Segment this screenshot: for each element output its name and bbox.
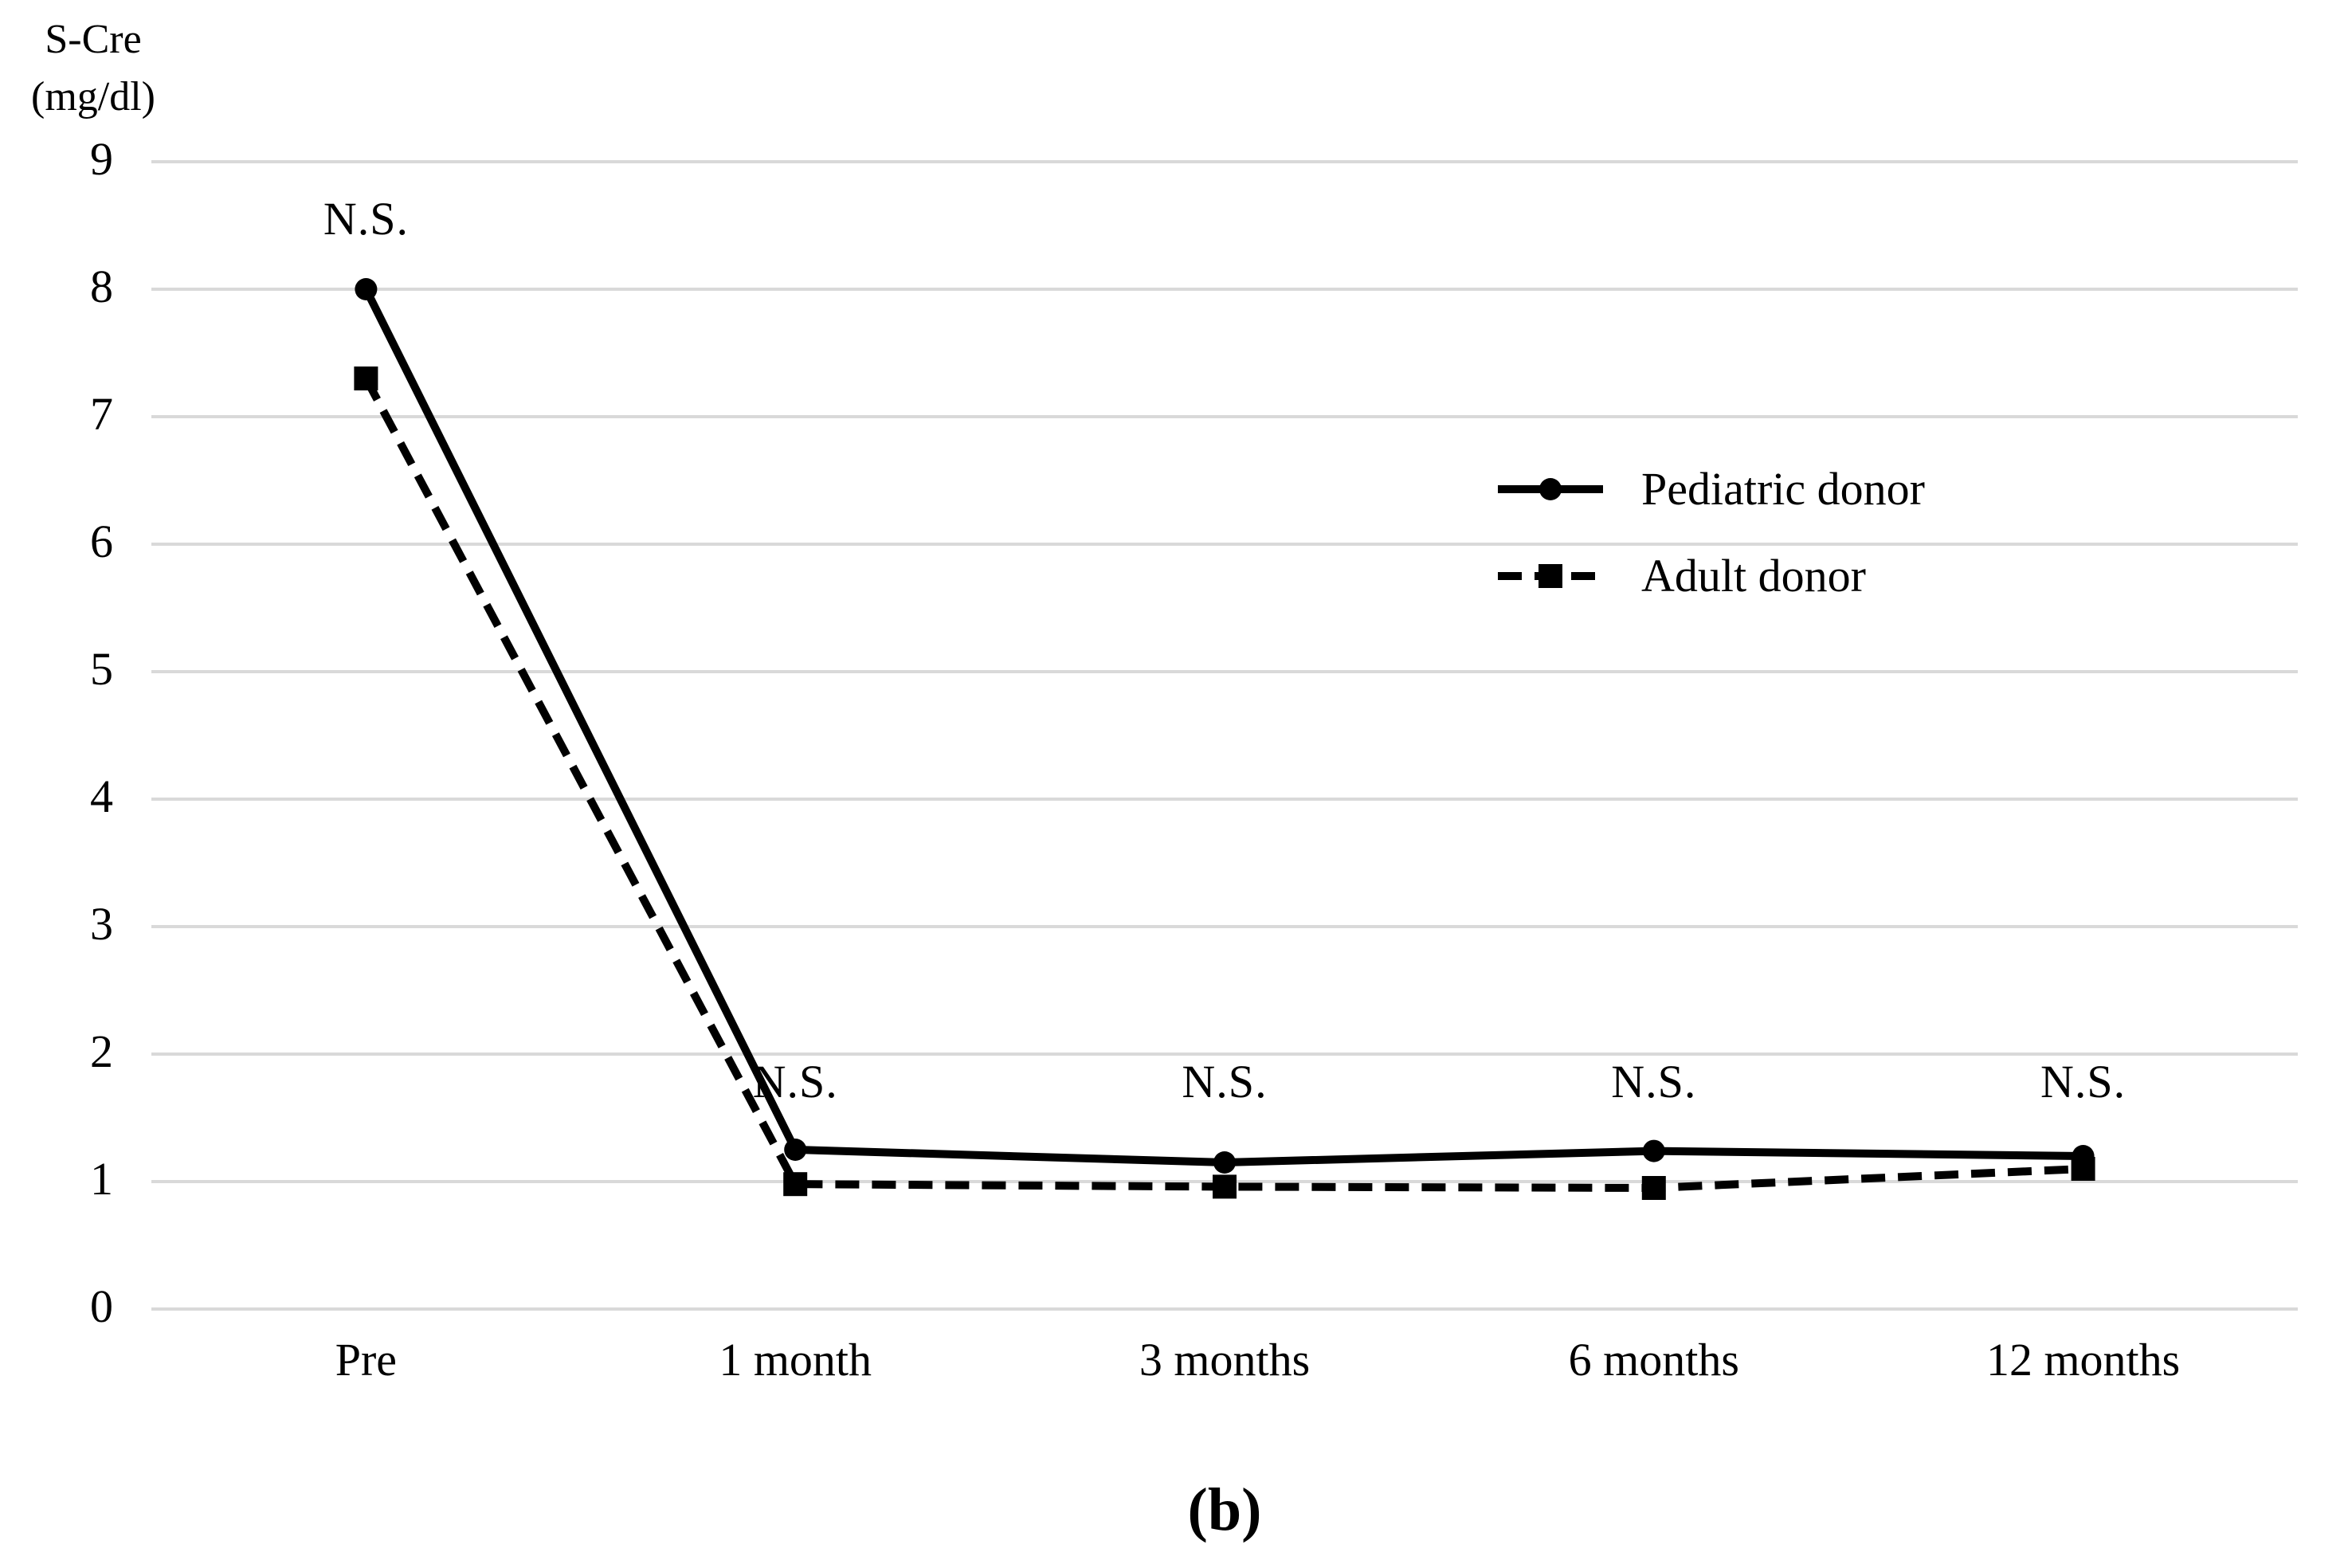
legend-label-pediatric-donor: Pediatric donor [1629, 460, 1938, 518]
series-adult-donor-marker [354, 367, 378, 390]
series-adult-donor-marker [1213, 1174, 1237, 1199]
solid-line-circle-marker-icon [1498, 477, 1603, 500]
series-adult-donor-marker [783, 1172, 808, 1197]
ns-annotation: N.S. [323, 193, 409, 245]
y-axis-title-line1: S-Cre [45, 17, 142, 62]
y-tick-label: 4 [90, 770, 113, 823]
chart-legend: Pediatric donor Adult donor [1496, 445, 1938, 619]
ns-annotation: N.S. [2040, 1056, 2126, 1108]
x-category-label: 12 months [1985, 1334, 2181, 1386]
y-tick-label: 8 [90, 261, 113, 313]
series-pediatric-donor-marker [1642, 1139, 1665, 1162]
y-axis-title: S-Cre (mg/dl) [18, 11, 169, 126]
y-tick-label: 7 [90, 388, 113, 441]
y-tick-label: 5 [90, 643, 113, 696]
series-adult-donor-marker [1641, 1176, 1666, 1200]
legend-entry-adult-donor: Adult donor [1496, 532, 1938, 619]
ns-annotation: N.S. [752, 1056, 838, 1108]
y-tick-label: 0 [90, 1280, 113, 1333]
legend-entry-pediatric-donor: Pediatric donor [1496, 445, 1938, 532]
series-pediatric-donor-line [362, 287, 2083, 1167]
ns-annotation: N.S. [1611, 1056, 1697, 1108]
series-adult-donor-marker [2071, 1157, 2095, 1181]
x-category-label: 3 months [1139, 1334, 1311, 1386]
x-category-label: 1 month [719, 1334, 872, 1386]
y-axis-title-line2: (mg/dl) [31, 74, 155, 120]
figure-caption: (b) [1187, 1476, 1262, 1543]
dashed-line-square-marker-icon [1498, 563, 1603, 588]
y-tick-label: 3 [90, 898, 113, 951]
x-category-label: Pre [335, 1334, 398, 1386]
y-tick-label: 1 [90, 1153, 113, 1205]
series-pediatric-donor-marker [355, 278, 378, 300]
legend-label-adult-donor: Adult donor [1629, 547, 1879, 605]
y-tick-label: 2 [90, 1025, 113, 1078]
y-tick-label: 9 [90, 133, 113, 186]
x-category-label: 6 months [1568, 1334, 1739, 1386]
ns-annotation: N.S. [1182, 1056, 1268, 1108]
series-pediatric-donor-marker [784, 1139, 807, 1161]
series-pediatric-donor-marker [1213, 1151, 1236, 1174]
y-tick-label: 6 [90, 515, 113, 568]
